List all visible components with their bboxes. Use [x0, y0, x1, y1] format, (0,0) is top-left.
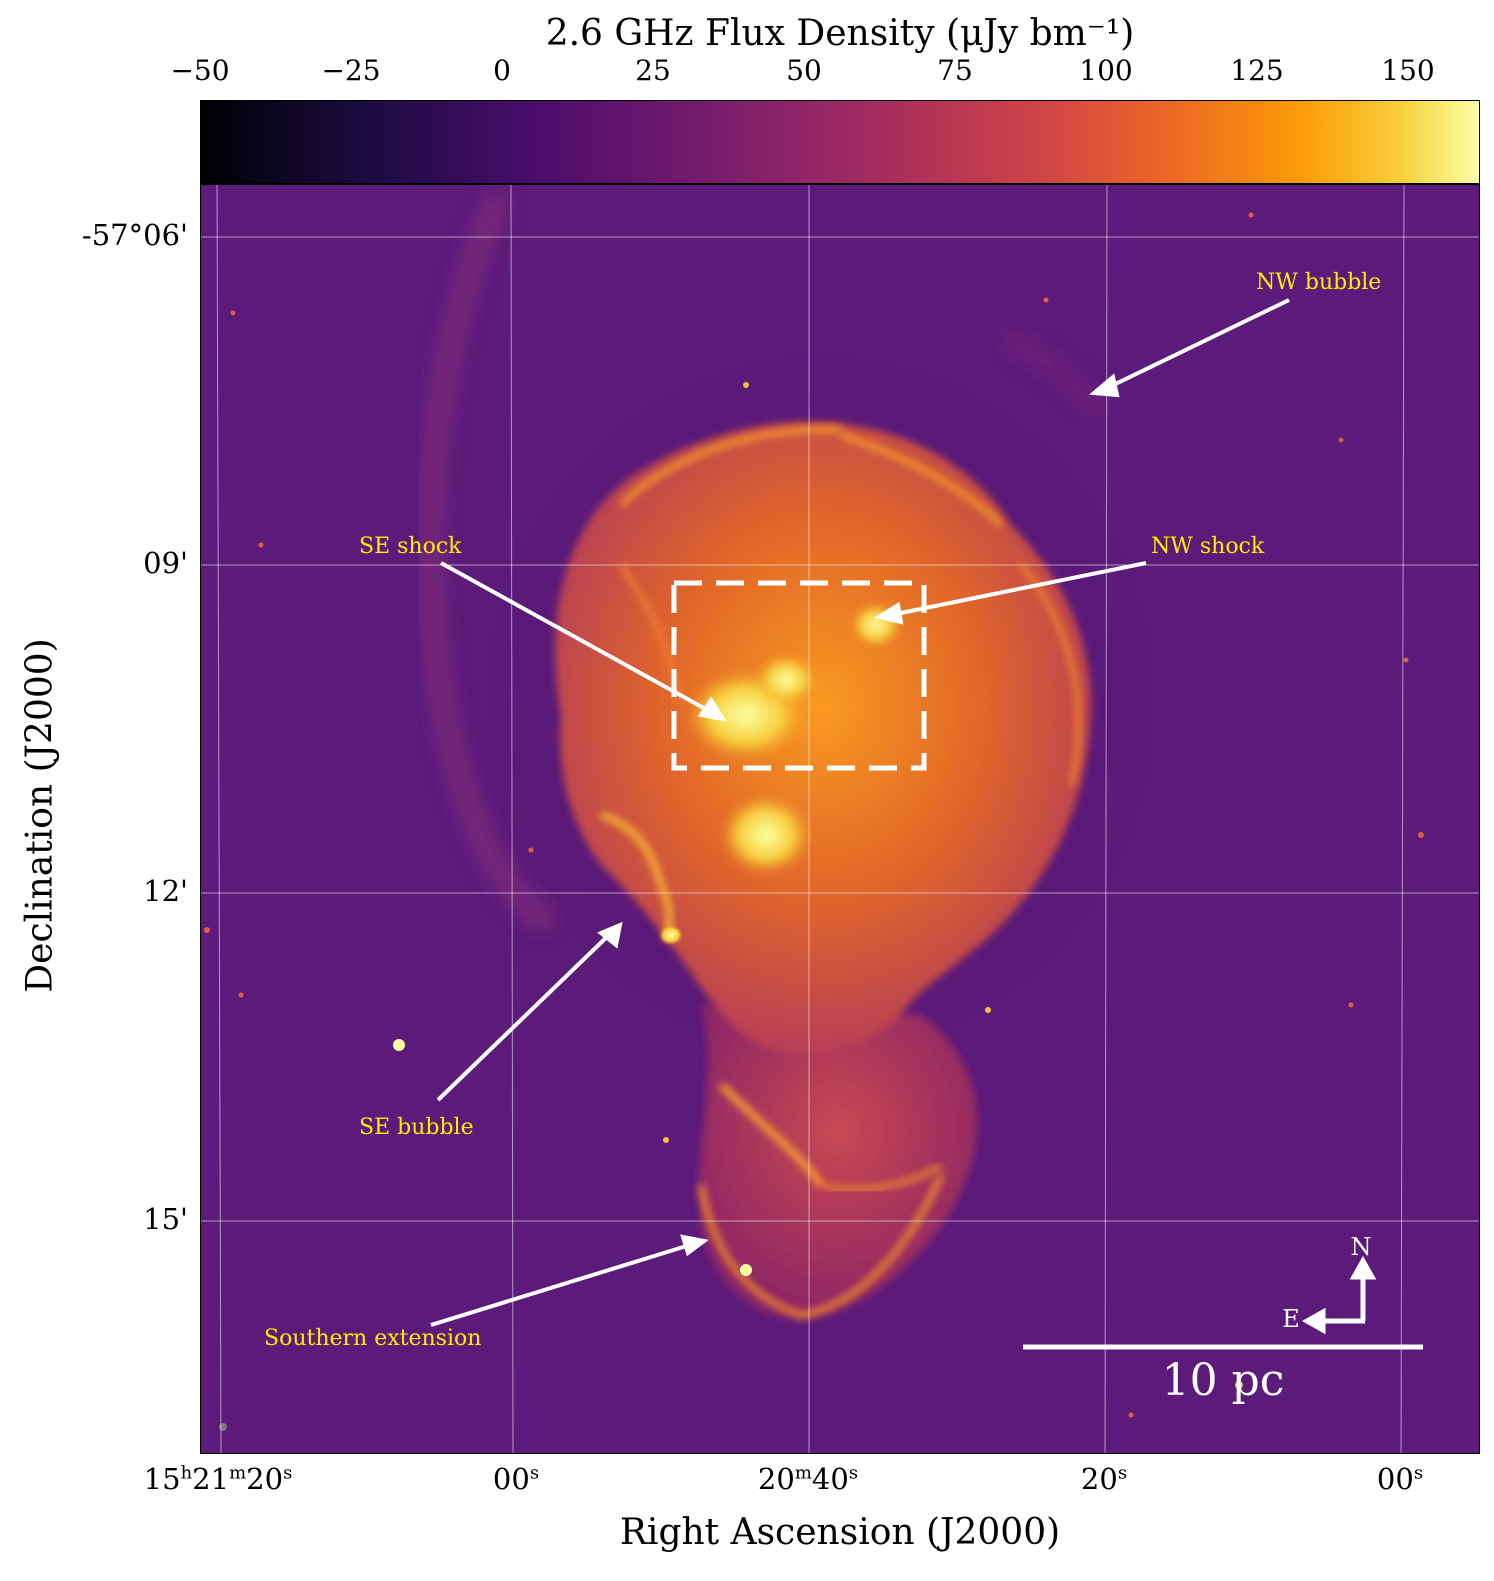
arrowhead	[873, 601, 904, 625]
ra-tick-label: 20s	[1080, 1462, 1128, 1496]
point-source	[528, 847, 534, 853]
filament	[618, 563, 684, 706]
ra-tick-label: 15h21m20s	[143, 1462, 293, 1496]
colorbar-tick-label: 100	[1079, 54, 1133, 87]
colorbar-tick-label: 125	[1230, 54, 1284, 87]
dec-tick-label: 09'	[143, 546, 188, 580]
filament	[618, 426, 842, 508]
arrowhead	[1089, 373, 1120, 398]
annotation-arrows	[430, 298, 1290, 1327]
arrow-nw-shock	[890, 561, 1147, 617]
point-source	[740, 1264, 752, 1276]
east-arrowhead-icon	[1301, 1307, 1326, 1335]
compass-north-label: N	[1351, 1233, 1372, 1261]
radio-map: NW bubble SE shock NW shock SE bubble So…	[200, 184, 1480, 1454]
coordinate-grid	[201, 185, 1479, 1453]
dec-tick-label: 12'	[143, 874, 188, 908]
colorbar	[200, 100, 1480, 184]
bright-knot	[756, 655, 816, 705]
colorbar-tick-label: 25	[635, 54, 671, 87]
arrowhead	[597, 921, 623, 949]
colorbar-tick-label: −50	[170, 54, 230, 87]
label-nw-shock: NW shock	[1151, 534, 1265, 559]
point-source	[238, 992, 244, 998]
point-source	[1418, 832, 1424, 838]
point-source	[1348, 1002, 1354, 1008]
colorbar-title: 2.6 GHz Flux Density (μJy bm⁻¹)	[545, 13, 1135, 54]
colorbar-tick-label: 50	[786, 54, 822, 87]
southern-extension-region	[698, 1005, 978, 1321]
x-axis-label: Right Ascension (J2000)	[619, 1512, 1061, 1553]
colorbar-tick-label: −25	[321, 54, 381, 87]
filament	[718, 1082, 824, 1187]
filament	[1019, 563, 1082, 786]
scale-bar-label: 10 pc	[1162, 1355, 1285, 1406]
label-se-shock: SE shock	[359, 534, 462, 559]
ra-grid-line	[216, 185, 222, 1453]
ra-grid-line	[510, 185, 514, 1453]
zoom-region-box	[671, 580, 927, 771]
faint-arc-nw	[996, 326, 1109, 421]
colorbar-tick-label: 75	[937, 54, 973, 87]
label-nw-bubble: NW bubble	[1256, 270, 1381, 295]
compass-east-label: E	[1282, 1305, 1300, 1333]
point-source	[258, 542, 264, 548]
point-source	[1043, 297, 1049, 303]
compass	[1301, 1255, 1377, 1335]
beam-ellipse	[219, 1423, 227, 1431]
bright-knot	[721, 795, 811, 875]
point-source	[393, 1039, 405, 1051]
ra-tick-label: 00s	[492, 1462, 540, 1496]
point-source	[1403, 657, 1409, 663]
point-source	[1235, 1381, 1243, 1389]
point-source	[743, 382, 749, 388]
filament	[820, 1162, 943, 1192]
filament	[599, 811, 673, 942]
point-source	[230, 310, 236, 316]
north-arrowhead-icon	[1349, 1255, 1377, 1280]
dec-tick-label: -57°06'	[81, 218, 188, 252]
colorbar-tick-label: 150	[1381, 54, 1435, 87]
ra-grid-line	[1104, 185, 1108, 1453]
point-source	[204, 927, 210, 933]
label-southern-extension: Southern extension	[264, 1326, 481, 1351]
point-source	[1338, 437, 1344, 443]
point-source	[663, 1137, 669, 1143]
arrowhead	[680, 1234, 709, 1257]
filament	[840, 432, 1004, 528]
y-axis-label: Declination (J2000)	[19, 638, 61, 993]
dec-tick-label: 15'	[143, 1202, 188, 1236]
colorbar-tick-label: 0	[493, 54, 511, 87]
point-source	[985, 1007, 991, 1013]
arrow-southern-extension	[430, 1242, 694, 1327]
arrow-se-shock	[440, 561, 712, 714]
filament	[698, 1173, 944, 1319]
ra-tick-label: 20m40s	[757, 1462, 859, 1496]
faint-arc-east	[419, 190, 558, 935]
ra-grid-line	[1400, 185, 1405, 1453]
arrow-se-bubble	[436, 931, 613, 1102]
arrow-nw-bubble	[1102, 298, 1290, 392]
ra-tick-label: 00s	[1376, 1462, 1424, 1496]
arrowhead	[697, 696, 728, 722]
point-source	[1128, 1412, 1134, 1418]
point-source	[1248, 212, 1254, 218]
label-se-bubble: SE bubble	[359, 1115, 474, 1140]
bright-knot	[659, 925, 683, 945]
remnant-shell	[555, 421, 1091, 1055]
